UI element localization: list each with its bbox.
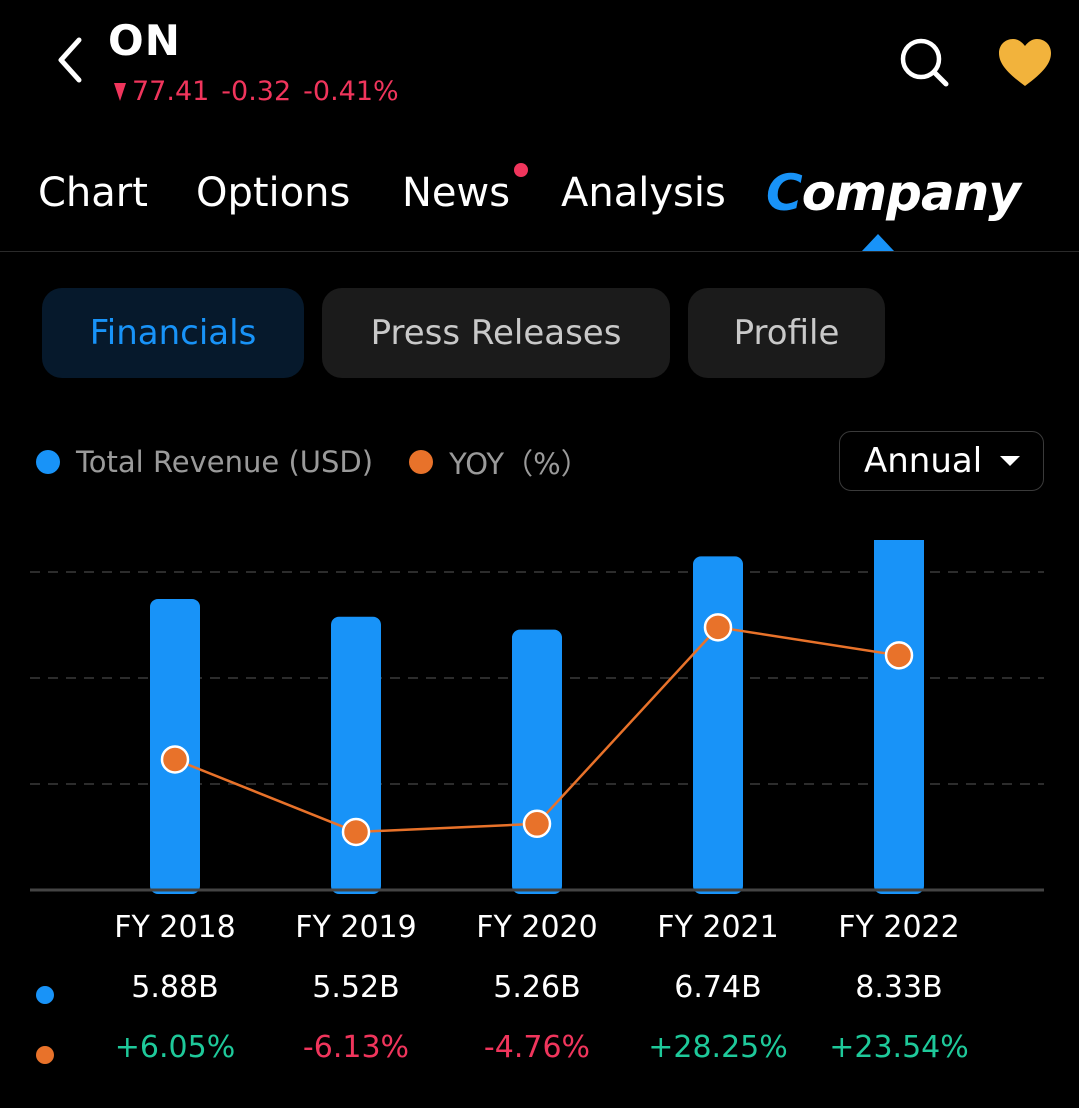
main-tabs: Chart Options News Analysis Company — [0, 150, 1079, 252]
revenue-value: 5.88B — [131, 970, 219, 1005]
x-tick-label: FY 2019 — [295, 910, 417, 945]
price-change-pct: -0.41% — [303, 76, 399, 107]
yoy-point[interactable] — [703, 613, 733, 642]
revenue-value: 8.33B — [855, 970, 943, 1005]
legend-item-yoy: YOY（%） — [409, 441, 590, 483]
tab-company-rest: ompany — [801, 164, 1021, 222]
revenue-value: 5.52B — [312, 970, 400, 1005]
x-tick-label: FY 2018 — [114, 910, 236, 945]
chart-legend: Total Revenue (USD) YOY（%） — [36, 442, 626, 482]
yoy-point[interactable] — [884, 641, 914, 670]
revenue-bar[interactable] — [693, 556, 743, 894]
subtab-financials[interactable]: Financials — [42, 288, 304, 378]
favorite-button[interactable] — [996, 36, 1054, 90]
caret-down-icon — [1000, 456, 1021, 466]
revenue-value: 5.26B — [493, 970, 581, 1005]
search-button[interactable] — [896, 34, 952, 90]
revenue-value: 6.74B — [674, 970, 762, 1005]
heart-icon — [999, 39, 1051, 86]
revenue-bar[interactable] — [331, 616, 381, 894]
period-dropdown[interactable]: Annual — [839, 431, 1044, 491]
search-icon — [900, 38, 949, 87]
x-tick-label: FY 2021 — [657, 910, 779, 945]
yoy-point[interactable] — [522, 809, 552, 839]
down-arrow-icon — [114, 82, 126, 101]
tab-options[interactable]: Options — [196, 170, 351, 216]
yoy-row-dot — [36, 1046, 54, 1064]
revenue-row-dot — [36, 986, 54, 1004]
yoy-point[interactable] — [160, 745, 190, 774]
tab-analysis[interactable]: Analysis — [561, 170, 726, 216]
yoy-point[interactable] — [341, 817, 371, 847]
yoy-value: -6.13% — [302, 1030, 410, 1065]
subtab-press-releases[interactable]: Press Releases — [322, 288, 670, 378]
years-row: FY 2018 FY 2019 FY 2020 FY 2021 FY 2022 — [0, 910, 1079, 966]
revenue-bar[interactable] — [874, 540, 924, 894]
price-change: -0.32 — [221, 76, 292, 107]
price-quote: 77.41 -0.32 -0.41% — [114, 76, 409, 107]
x-tick-label: FY 2020 — [476, 910, 598, 945]
stock-header: ON 77.41 -0.32 -0.41% — [0, 0, 1079, 130]
news-badge-dot — [514, 163, 528, 177]
yoy-value: +6.05% — [114, 1030, 236, 1065]
period-value: Annual — [864, 441, 983, 481]
financials-table: FY 2018 FY 2019 FY 2020 FY 2021 FY 2022 5.88… — [0, 900, 1079, 1100]
revenue-row: 5.88B 5.52B 5.26B 6.74B 8.33B — [0, 970, 1079, 1026]
tab-company-initial: C — [766, 164, 803, 222]
revenue-chart-svg — [30, 540, 1044, 894]
active-tab-indicator — [862, 234, 894, 251]
yoy-value: +28.25% — [648, 1030, 788, 1065]
tab-news[interactable]: News — [402, 170, 511, 216]
tab-company[interactable]: Company — [766, 164, 1021, 222]
company-subtabs: Financials Press Releases Profile — [0, 288, 1079, 378]
price-value: 77.41 — [132, 76, 210, 107]
subtab-profile[interactable]: Profile — [688, 288, 885, 378]
back-chevron-icon — [58, 37, 82, 83]
tab-chart[interactable]: Chart — [38, 170, 148, 216]
legend-revenue-label: Total Revenue (USD) — [76, 445, 374, 479]
yoy-row: +6.05% -6.13% -4.76% +28.25% +23.54% — [0, 1030, 1079, 1086]
yoy-value: -4.76% — [483, 1030, 591, 1065]
yoy-legend-dot — [409, 450, 434, 474]
legend-item-revenue: Total Revenue (USD) — [36, 445, 373, 479]
revenue-bar[interactable] — [512, 629, 562, 894]
revenue-chart — [0, 540, 1079, 910]
back-button[interactable] — [42, 30, 98, 90]
revenue-legend-dot — [36, 450, 60, 474]
ticker-symbol: ON — [108, 16, 181, 65]
legend-yoy-label: YOY（%） — [449, 447, 590, 481]
yoy-value: +23.54% — [829, 1030, 969, 1065]
x-tick-label: FY 2022 — [838, 910, 960, 945]
